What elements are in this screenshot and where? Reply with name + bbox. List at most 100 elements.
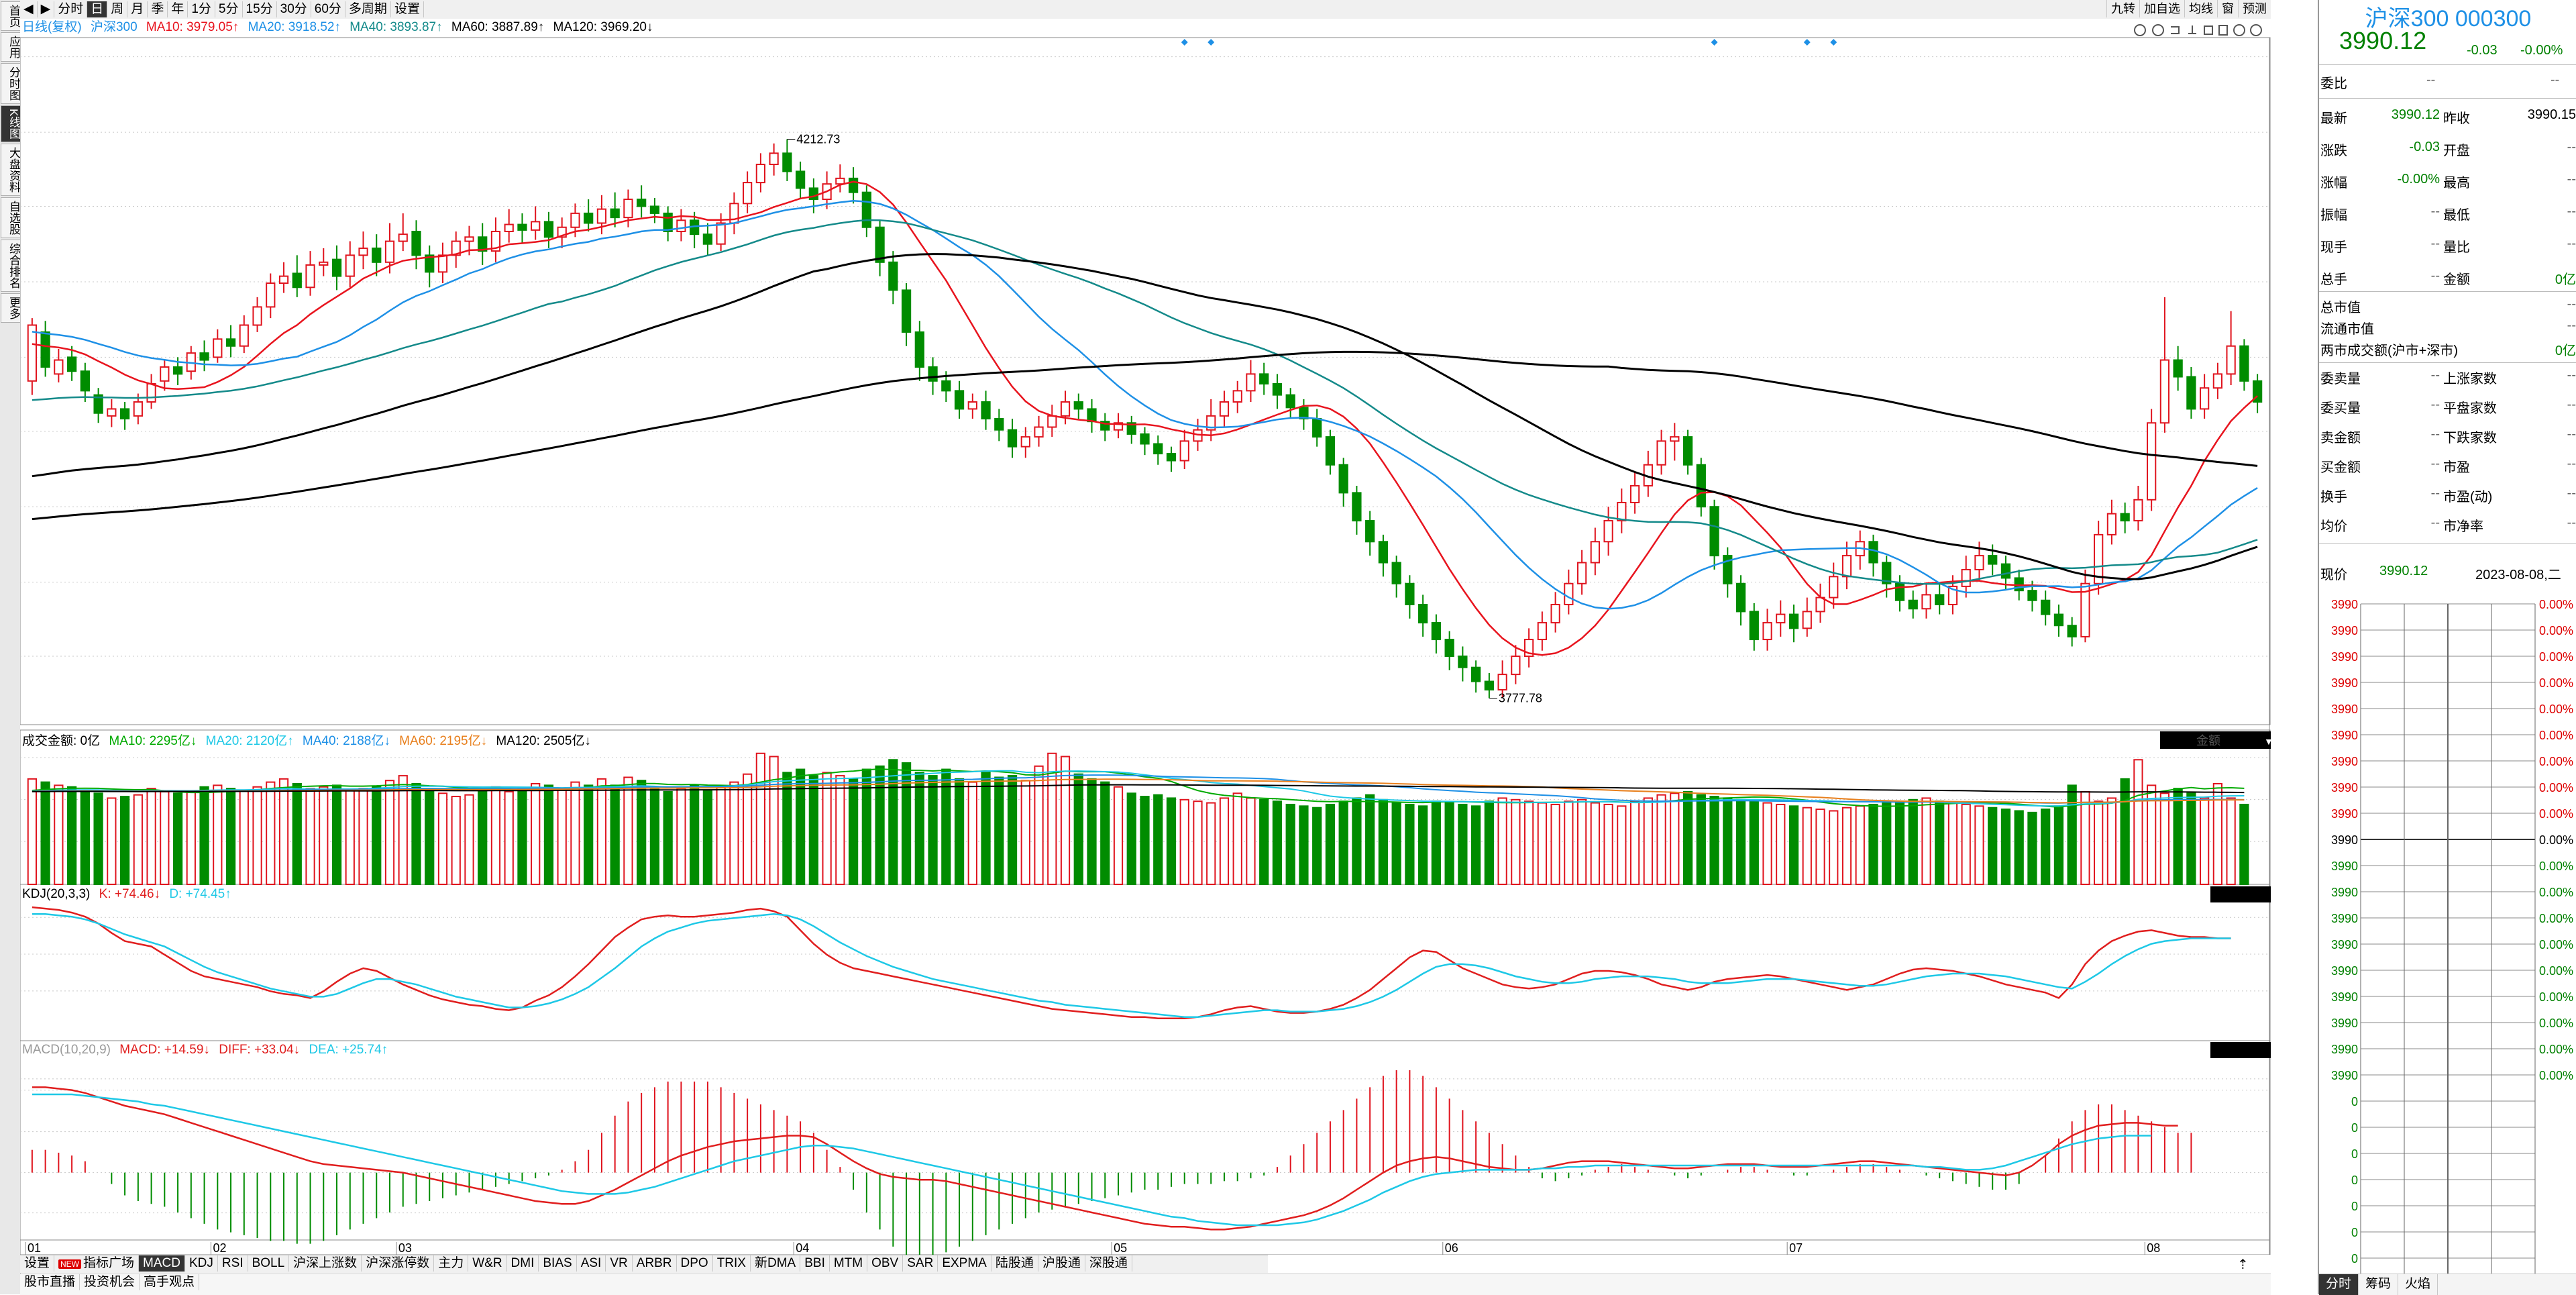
indicator-tab-23[interactable]: 陆股通: [991, 1255, 1038, 1272]
period-button-10[interactable]: 60分: [311, 1, 345, 17]
event-diamond-icon[interactable]: [1803, 39, 1811, 46]
toolbar-right-button-4[interactable]: 预测: [2238, 0, 2271, 17]
mini-intraday-chart[interactable]: 3990 3990 3990 3990 3990 3990 3990 3990 3990 3990…: [2319, 599, 2576, 1274]
indicator-tab-0[interactable]: 设置: [20, 1255, 55, 1272]
period-button-0[interactable]: 分时: [54, 1, 88, 17]
left-tab-5[interactable]: 自选股: [1, 197, 21, 239]
volume-bar: [888, 759, 898, 886]
expand-arrow-icon[interactable]: ⇡: [2237, 1257, 2249, 1272]
period-button-6[interactable]: 1分: [188, 1, 215, 17]
indicator-tab-6[interactable]: 沪深上涨数: [289, 1255, 362, 1272]
left-tab-6[interactable]: 综合排名: [1, 240, 21, 293]
period-button-5[interactable]: 年: [168, 1, 189, 17]
event-diamond-icon[interactable]: [1208, 39, 1215, 46]
quote-bottom-tab-2[interactable]: 火焰: [2398, 1274, 2438, 1295]
indicator-tab-24[interactable]: 沪股通: [1038, 1255, 1085, 1272]
nav-next-button[interactable]: ▶: [38, 1, 55, 17]
period-button-1[interactable]: 日: [87, 1, 108, 17]
left-tab-2[interactable]: 分时图: [1, 63, 21, 104]
mini-right-tick: 0.00%: [2539, 729, 2573, 742]
volume-bar: [1961, 803, 1971, 886]
save-icon[interactable]: [2218, 25, 2228, 36]
kdj-param-button[interactable]: [2210, 886, 2271, 902]
candle-body: [2106, 513, 2117, 535]
volume-bar: [755, 752, 765, 886]
indicator-tab-13[interactable]: VR: [606, 1255, 633, 1272]
indicator-tab-7[interactable]: 沪深涨停数: [362, 1255, 435, 1272]
period-button-7[interactable]: 5分: [215, 1, 243, 17]
news-tab-2[interactable]: 高手观点: [140, 1274, 200, 1290]
indicator-tab-17[interactable]: 新DMA: [751, 1255, 801, 1272]
event-diamond-icon[interactable]: [1711, 39, 1718, 46]
macd-legend-macd: MACD: +14.59↓: [119, 1043, 210, 1057]
period-button-4[interactable]: 季: [148, 1, 168, 17]
left-tab-4[interactable]: 大盘资料: [1, 144, 21, 197]
nav-prev-button[interactable]: ◀: [20, 1, 38, 17]
indicator-tab-12[interactable]: ASI: [577, 1255, 606, 1272]
period-button-11[interactable]: 多周期: [345, 1, 391, 17]
pin-icon[interactable]: [2188, 25, 2196, 34]
eye-icon[interactable]: [2134, 24, 2146, 36]
news-tab-1[interactable]: 投资机会: [80, 1274, 140, 1290]
quote-bottom-tab-0[interactable]: 分时: [2319, 1274, 2359, 1295]
indicator-tab-4[interactable]: RSI: [218, 1255, 248, 1272]
event-diamond-icon[interactable]: [1830, 39, 1837, 46]
indicator-tab-14[interactable]: ARBR: [633, 1255, 677, 1272]
candle-body: [1564, 582, 1574, 605]
period-button-9[interactable]: 30分: [277, 1, 311, 17]
volume-bar: [795, 768, 806, 885]
indicator-tab-11[interactable]: BIAS: [539, 1255, 577, 1272]
indicator-tab-5[interactable]: BOLL: [248, 1255, 290, 1272]
event-diamond-icon[interactable]: [1181, 39, 1188, 46]
indicator-tab-20[interactable]: OBV: [867, 1255, 904, 1272]
quote-bottom-tab-1[interactable]: 筹码: [2359, 1274, 2399, 1295]
period-button-8[interactable]: 15分: [243, 1, 277, 17]
volume-bar: [199, 786, 209, 886]
mini-left-tick: 3990: [2331, 1043, 2358, 1056]
zoom-out-icon[interactable]: [2250, 24, 2262, 36]
left-tab-0[interactable]: 首页: [1, 1, 21, 31]
indicator-tab-25[interactable]: 深股通: [1085, 1255, 1132, 1272]
period-button-12[interactable]: 设置: [391, 1, 424, 17]
toolbar-right-button-0[interactable]: 九转: [2106, 0, 2139, 17]
candle-body: [1458, 656, 1468, 668]
lock-icon[interactable]: [2204, 25, 2213, 35]
vol-legend-ma40: MA40: 2188亿↓: [303, 733, 390, 748]
volume-selector[interactable]: [2160, 731, 2271, 749]
kline-chart-area[interactable]: 4237418341304076402239693915386138083964…: [20, 19, 2271, 1255]
volume-bar: [623, 776, 633, 885]
indicator-tab-16[interactable]: TRIX: [713, 1255, 751, 1272]
period-button-3[interactable]: 月: [127, 1, 148, 17]
toolbar-right-button-2[interactable]: 均线: [2184, 0, 2217, 17]
indicator-tab-8[interactable]: 主力: [434, 1255, 469, 1272]
indicator-tab-18[interactable]: BBI: [800, 1255, 830, 1272]
undo-icon[interactable]: [2171, 26, 2180, 34]
indicator-tab-3[interactable]: KDJ: [185, 1255, 218, 1272]
indicator-tab-10[interactable]: DMI: [507, 1255, 539, 1272]
left-tab-7[interactable]: 更多: [1, 293, 21, 323]
candle-body: [1378, 541, 1389, 564]
volume-bar: [914, 772, 924, 886]
left-tab-1[interactable]: 应用: [1, 32, 21, 62]
breadth-row-label2: 下跌家数: [2443, 431, 2497, 446]
zoom-in-icon[interactable]: [2233, 24, 2245, 36]
toolbar-right-button-3[interactable]: 窗: [2217, 0, 2238, 17]
indicator-tab-9[interactable]: W&R: [468, 1255, 507, 1272]
indicator-tab-15[interactable]: DPO: [677, 1255, 713, 1272]
toolbar-right-button-1[interactable]: 加自选: [2139, 0, 2184, 17]
zoom-icon[interactable]: [2152, 24, 2164, 36]
indicator-tab-label: KDJ: [189, 1256, 213, 1270]
news-tab-0[interactable]: 股市直播: [20, 1274, 80, 1290]
candle-body: [1431, 622, 1442, 641]
period-button-2[interactable]: 周: [107, 1, 128, 17]
dropdown-arrow-icon[interactable]: ▼: [2264, 736, 2271, 747]
volume-bar: [1776, 803, 1786, 886]
indicator-tab-22[interactable]: EXPMA: [938, 1255, 991, 1272]
indicator-tab-21[interactable]: SAR: [903, 1255, 938, 1272]
candle-body: [1034, 426, 1044, 438]
macd-param-button[interactable]: [2210, 1042, 2271, 1058]
indicator-tab-1[interactable]: NEW 指标广场: [54, 1255, 140, 1272]
indicator-tab-19[interactable]: MTM: [830, 1255, 868, 1272]
indicator-tab-2[interactable]: MACD: [139, 1255, 185, 1272]
left-tab-3[interactable]: K线图: [1, 105, 21, 143]
